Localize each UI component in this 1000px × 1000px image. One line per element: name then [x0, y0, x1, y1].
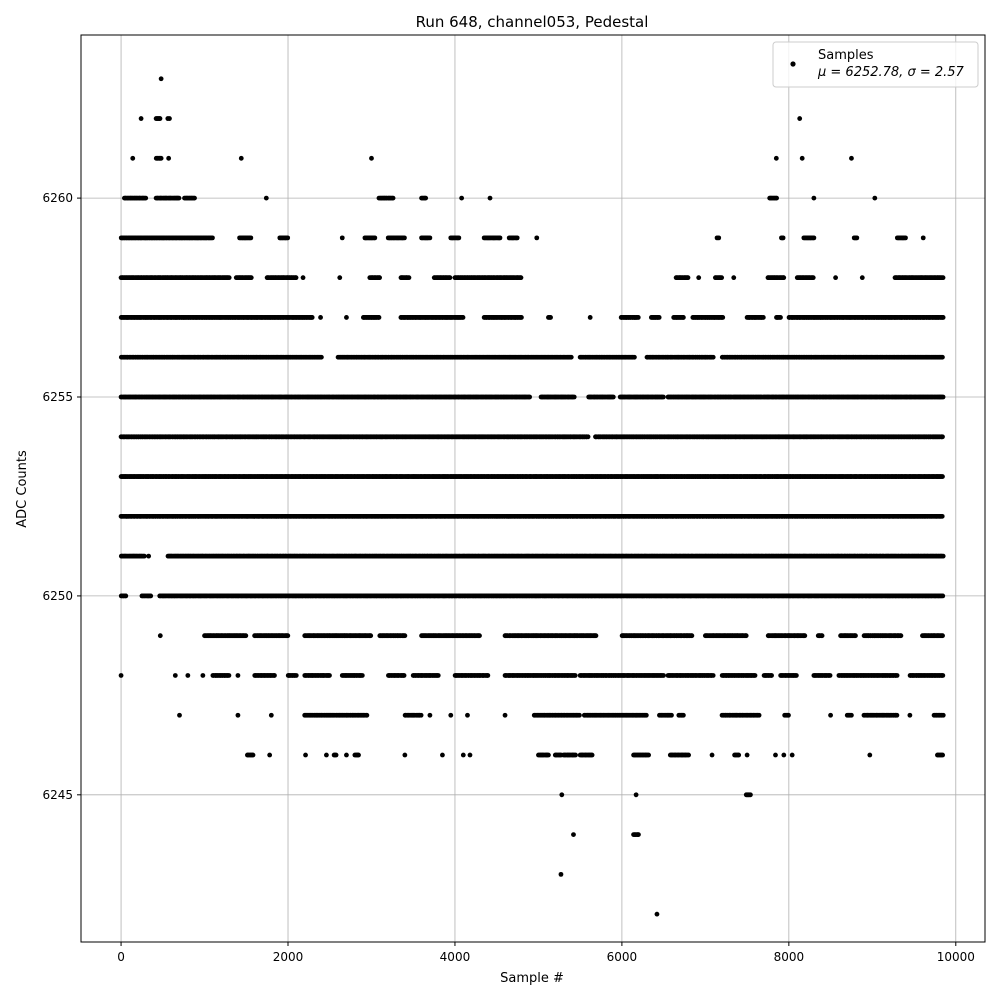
data-point	[318, 315, 323, 320]
data-point	[872, 195, 878, 201]
data-point	[534, 235, 540, 241]
data-point	[447, 275, 453, 281]
data-point	[656, 315, 662, 320]
data-point	[406, 275, 412, 281]
grid-lines	[81, 35, 985, 942]
data-point	[210, 235, 215, 241]
data-point	[238, 155, 244, 161]
data-point	[778, 315, 783, 320]
data-point	[157, 116, 163, 121]
data-point	[423, 195, 429, 201]
data-point	[248, 235, 254, 241]
data-point	[487, 195, 493, 201]
data-point	[460, 315, 466, 320]
data-point	[696, 275, 702, 281]
data-point	[920, 235, 926, 241]
data-point	[518, 275, 524, 281]
data-point	[143, 195, 149, 201]
data-point	[940, 474, 945, 479]
data-point	[799, 155, 805, 161]
data-point	[859, 275, 865, 281]
data-point	[166, 155, 172, 161]
data-point	[849, 155, 854, 161]
data-point	[811, 235, 817, 241]
data-point	[773, 155, 779, 161]
data-point	[710, 354, 716, 360]
data-point	[372, 235, 378, 241]
data-point	[685, 275, 691, 281]
data-point	[339, 235, 345, 241]
data-point	[632, 354, 637, 360]
data-point	[369, 155, 374, 161]
data-point	[459, 195, 465, 201]
data-point	[635, 315, 641, 320]
data-point	[402, 235, 407, 241]
data-point	[176, 195, 182, 201]
data-point	[568, 354, 574, 360]
data-point	[731, 275, 737, 281]
data-point	[344, 315, 349, 320]
data-point	[903, 235, 908, 241]
data-point	[130, 155, 136, 161]
data-point	[585, 434, 591, 440]
data-point	[940, 315, 946, 320]
data-point	[293, 275, 299, 281]
data-point	[780, 235, 786, 241]
data-point	[337, 275, 343, 281]
data-point	[158, 76, 164, 82]
chart-title: Run 648, channel053, Pedestal	[416, 13, 649, 31]
data-point	[376, 315, 382, 320]
data-point	[797, 116, 803, 121]
data-point	[719, 275, 725, 281]
data-point	[660, 394, 666, 400]
data-point	[774, 195, 779, 201]
data-point	[940, 275, 946, 281]
data-point	[158, 155, 164, 161]
data-point	[571, 394, 577, 400]
data-point	[497, 235, 503, 241]
data-point	[300, 275, 306, 281]
data-point	[810, 275, 816, 281]
data-point	[226, 275, 232, 281]
data-point	[833, 275, 838, 281]
data-point	[456, 235, 462, 241]
data-point	[390, 195, 396, 201]
data-point	[940, 434, 945, 440]
data-point	[610, 394, 616, 400]
data-point	[587, 315, 593, 320]
data-point	[519, 315, 524, 320]
data-point	[377, 275, 382, 281]
data-point	[285, 235, 291, 241]
data-point	[940, 394, 946, 400]
data-point	[716, 235, 722, 241]
data-point	[309, 315, 315, 320]
data-point	[781, 275, 787, 281]
data-point	[192, 195, 197, 201]
data-points	[118, 76, 946, 917]
data-point	[527, 394, 533, 400]
data-point	[940, 354, 945, 360]
data-point	[760, 315, 766, 320]
data-point	[138, 116, 144, 121]
data-point	[167, 116, 172, 121]
data-point	[514, 235, 520, 241]
data-point	[854, 235, 860, 241]
data-point	[548, 315, 553, 320]
data-point	[811, 195, 817, 201]
data-point	[319, 354, 324, 360]
data-point	[427, 235, 433, 241]
data-point	[680, 315, 686, 320]
data-point	[720, 315, 726, 320]
data-point	[263, 195, 269, 201]
data-point	[248, 275, 254, 281]
